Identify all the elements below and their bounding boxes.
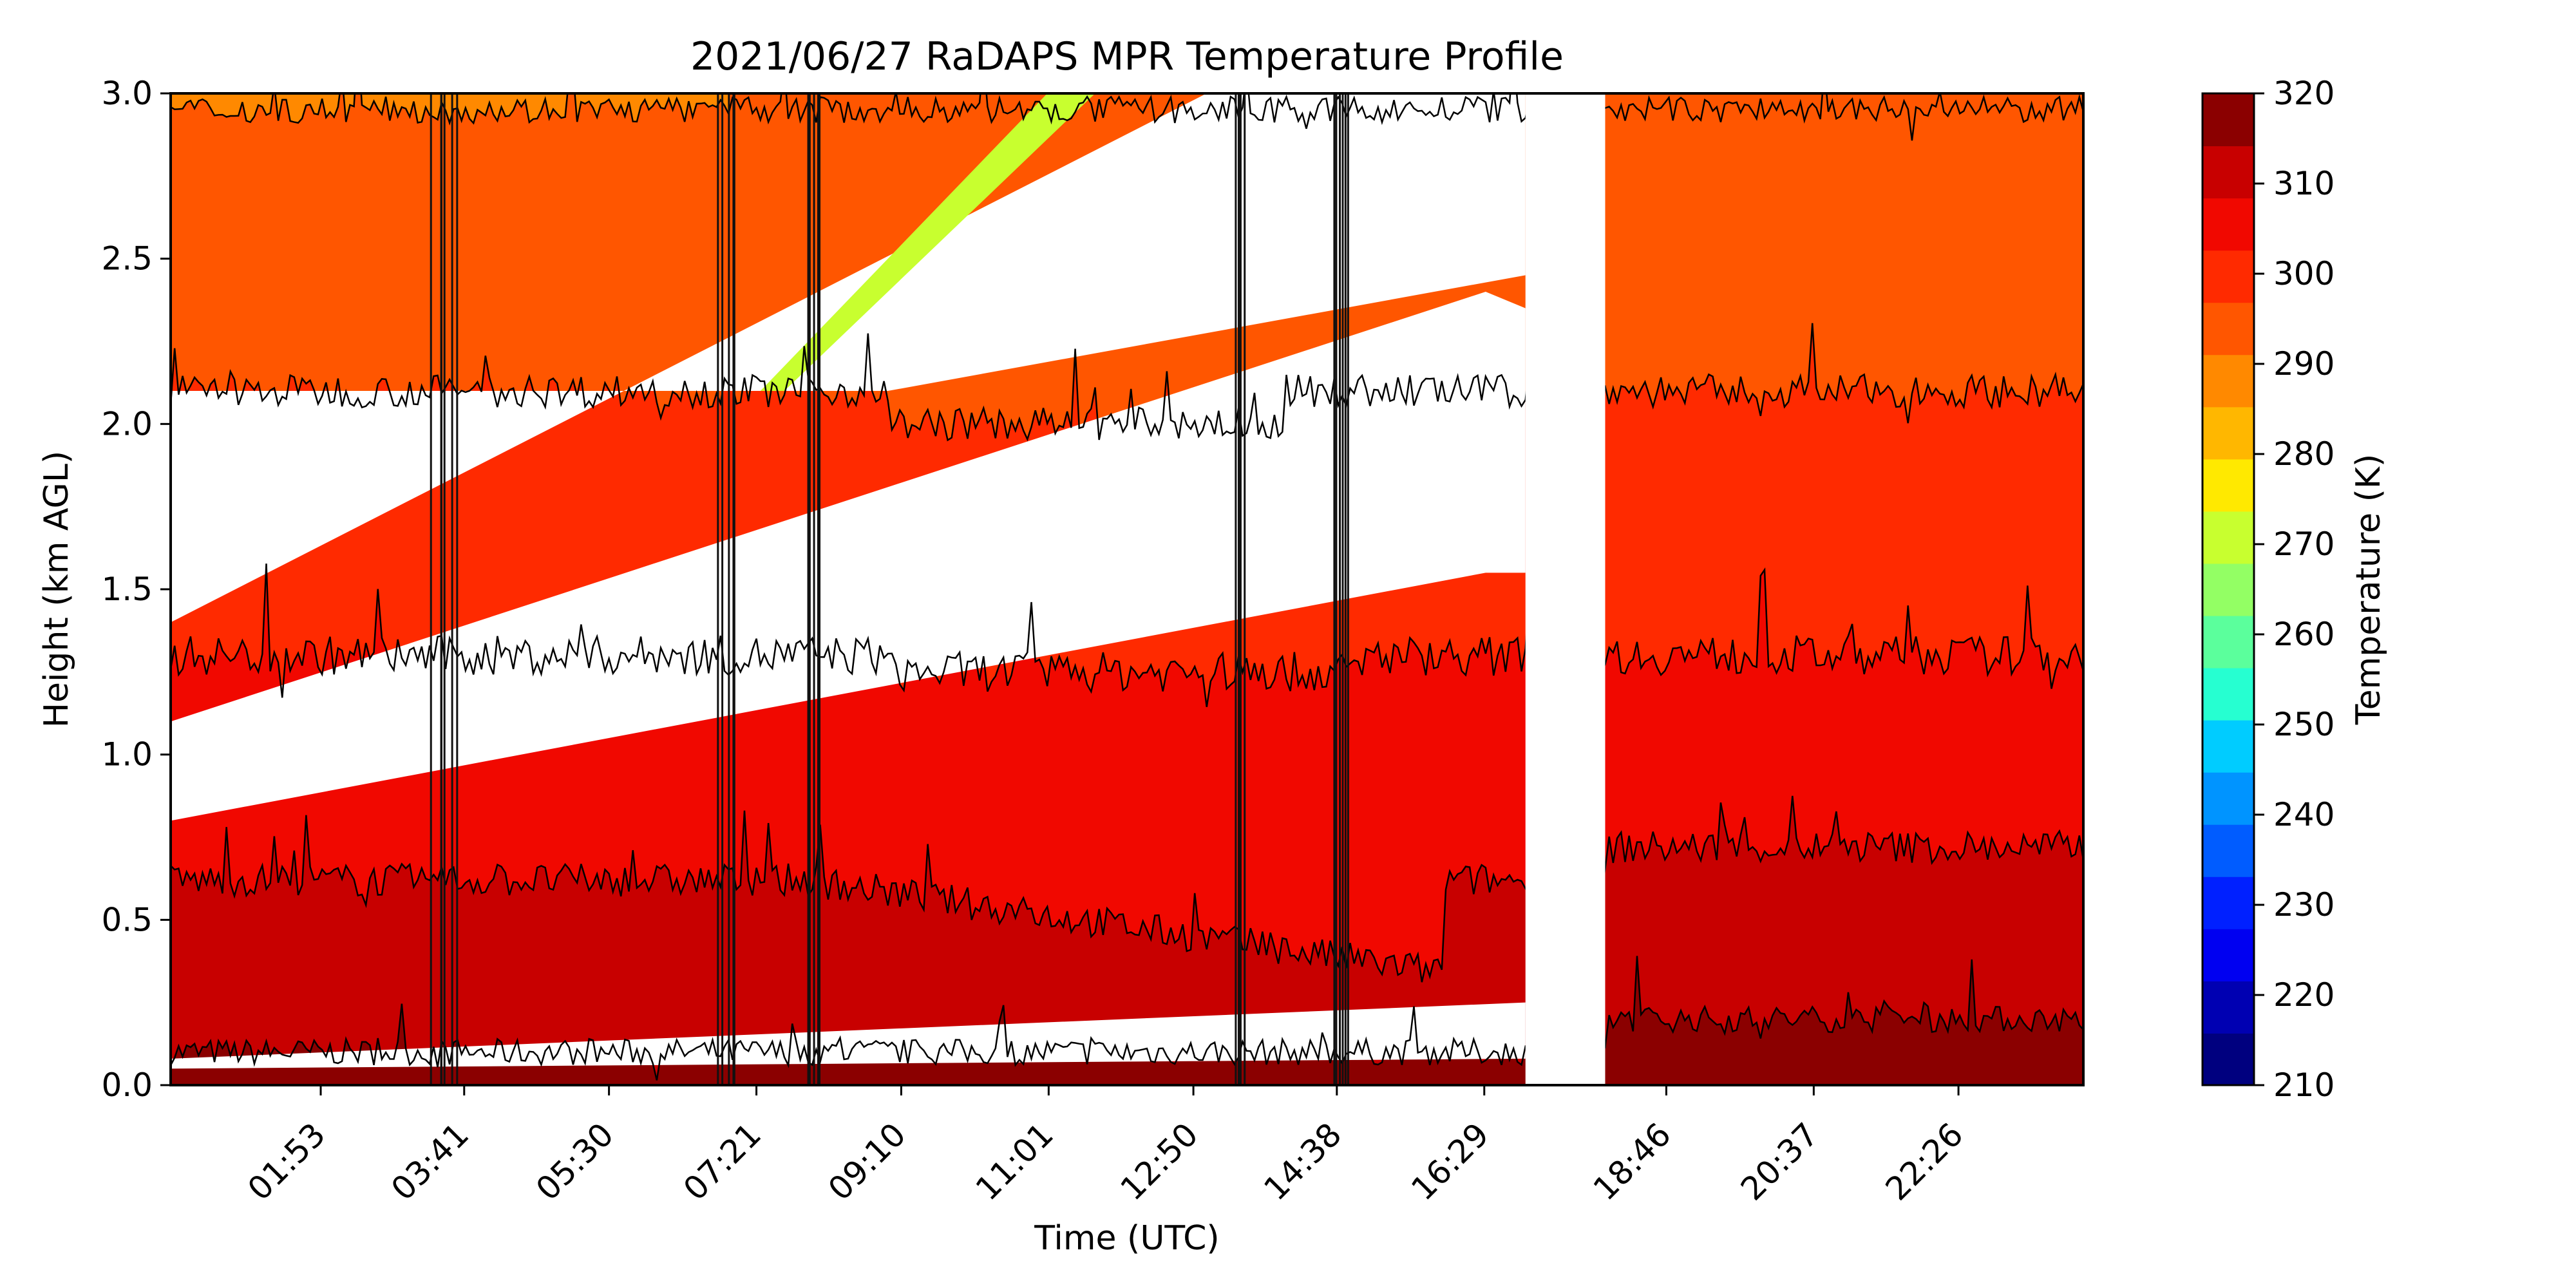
y-axis-label: Height (km AGL) xyxy=(37,451,76,728)
colorbar: 210 220 230 240 250 260 270 280 290 300 310 320 xyxy=(2201,75,2334,1104)
colorbar-swatch xyxy=(2202,250,2254,303)
missing-data-gap xyxy=(1525,93,1605,1085)
colorbar-tick-label: 240 xyxy=(2273,796,2334,833)
y-tick-label: 3.0 xyxy=(101,75,153,112)
y-tick-label: 1.0 xyxy=(101,736,153,773)
colorbar-swatch xyxy=(2202,511,2254,564)
colorbar-swatch xyxy=(2202,1032,2254,1086)
colorbar-tick-label: 280 xyxy=(2273,435,2334,473)
colorbar-swatch xyxy=(2202,876,2254,929)
contour-line-3 xyxy=(171,323,2083,442)
colorbar-tick-label: 300 xyxy=(2273,255,2334,292)
colorbar-label: Temperature (K) xyxy=(2349,454,2388,726)
chart-title: 2021/06/27 RaDAPS MPR Temperature Profil… xyxy=(690,34,1564,79)
colorbar-frame xyxy=(2201,92,2255,1086)
colorbar-swatch xyxy=(2202,667,2254,721)
colorbar-swatch xyxy=(2202,824,2254,877)
x-tick-label: 07:21 xyxy=(676,1115,768,1208)
y-axis: 0.0 0.5 1.0 1.5 2.0 2.5 3.0 xyxy=(101,75,171,1104)
x-tick-label: 18:46 xyxy=(1586,1115,1678,1208)
x-tick-label: 14:38 xyxy=(1256,1115,1349,1208)
colorbar-swatch xyxy=(2202,928,2254,981)
y-tick-label: 2.5 xyxy=(101,240,153,278)
x-tick-label: 12:50 xyxy=(1113,1115,1206,1208)
x-tick-label: 11:01 xyxy=(969,1115,1061,1208)
y-tick-label: 1.5 xyxy=(101,571,153,608)
colorbar-swatch xyxy=(2202,354,2254,408)
colorbar-tick-label: 260 xyxy=(2273,616,2334,653)
x-tick-label: 22:26 xyxy=(1879,1115,1971,1208)
colorbar-tick-label: 320 xyxy=(2273,75,2334,112)
colorbar-tick-label: 270 xyxy=(2273,526,2334,563)
y-tick-label: 2.0 xyxy=(101,405,153,442)
colorbar-swatch xyxy=(2202,93,2254,147)
colorbar-tick-label: 210 xyxy=(2273,1066,2334,1104)
contour-lines xyxy=(171,93,2083,1085)
x-tick-label: 09:10 xyxy=(821,1115,913,1208)
colorbar-swatch xyxy=(2202,772,2254,825)
colorbar-tick-label: 230 xyxy=(2273,886,2334,923)
colorbar-tick-label: 290 xyxy=(2273,345,2334,383)
contour-line-2 xyxy=(171,564,2083,707)
y-tick-label: 0.0 xyxy=(101,1066,153,1104)
artifact-gap-upper xyxy=(171,93,1526,623)
colorbar-tick-label: 250 xyxy=(2273,706,2334,743)
x-tick-label: 03:41 xyxy=(384,1115,476,1208)
x-axis: 01:53 03:41 05:30 07:21 09:10 11:01 12:50 14:38… xyxy=(241,1085,1971,1208)
colorbar-swatch xyxy=(2202,563,2254,616)
colorbar-swatch xyxy=(2202,459,2254,512)
x-tick-label: 20:37 xyxy=(1734,1115,1826,1208)
colorbar-tick-label: 310 xyxy=(2273,165,2334,202)
colorbar-swatch xyxy=(2202,146,2254,199)
colorbar-swatch xyxy=(2202,302,2254,355)
x-tick-label: 01:53 xyxy=(241,1115,333,1208)
colorbar-tick-label: 220 xyxy=(2273,976,2334,1014)
colorbar-swatch xyxy=(2202,719,2254,773)
colorbar-swatch xyxy=(2202,198,2254,251)
y-tick-label: 0.5 xyxy=(101,901,153,938)
contour-line-1 xyxy=(171,795,2083,983)
colorbar-swatch xyxy=(2202,615,2254,668)
contour-line-4 xyxy=(171,93,2083,141)
x-axis-label: Time (UTC) xyxy=(1034,1219,1219,1258)
artifact-streak-green xyxy=(760,93,1095,391)
x-tick-label: 16:29 xyxy=(1404,1115,1496,1208)
contour-line-0 xyxy=(171,956,2083,1081)
colorbar-swatch xyxy=(2202,406,2254,460)
x-tick-label: 05:30 xyxy=(529,1115,621,1208)
colorbar-swatch xyxy=(2202,980,2254,1034)
